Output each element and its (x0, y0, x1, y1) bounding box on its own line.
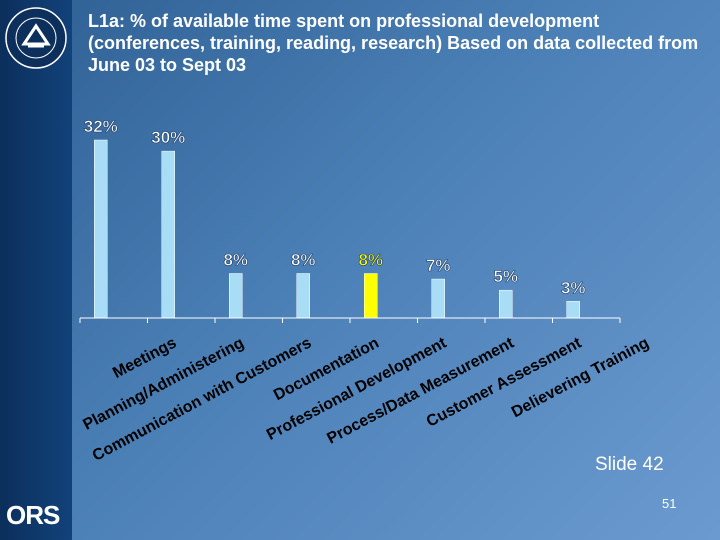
bar-2 (229, 273, 243, 319)
bar-4 (364, 273, 378, 319)
data-label-3: 8% (291, 251, 316, 270)
data-label-7: 3% (561, 278, 586, 297)
bar-1 (161, 150, 175, 319)
data-label-0: 32% (84, 117, 118, 136)
data-label-6: 5% (493, 267, 518, 286)
sidebar: ORS (0, 0, 72, 540)
bar-7 (566, 301, 580, 319)
bar-0 (94, 139, 108, 319)
data-label-1: 30% (151, 128, 185, 147)
data-label-5: 7% (426, 256, 451, 275)
bar-6 (499, 289, 513, 319)
page-number: 51 (662, 496, 677, 511)
data-label-4: 8% (358, 251, 383, 270)
ors-logo: ORS (6, 500, 60, 530)
bar-3 (296, 273, 310, 319)
data-label-2: 8% (223, 251, 248, 270)
nih-seal-icon (5, 7, 67, 69)
chart-title: L1a: % of available time spent on profes… (88, 11, 699, 75)
bar-5 (431, 278, 445, 319)
slide-number-label: Slide 42 (595, 454, 664, 475)
